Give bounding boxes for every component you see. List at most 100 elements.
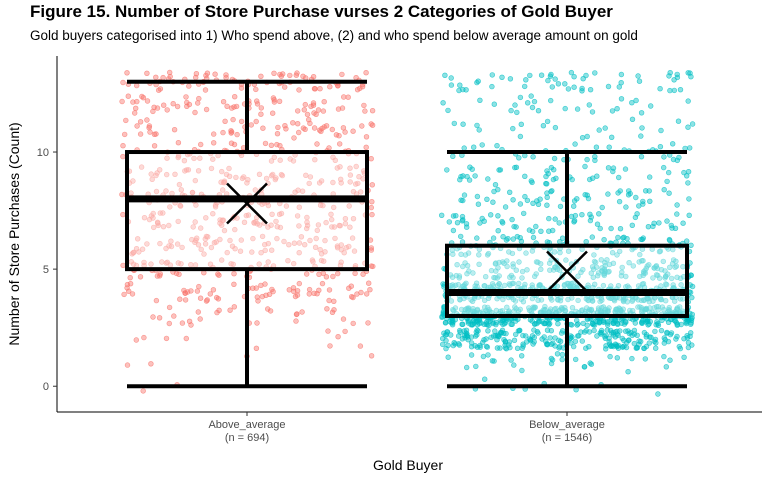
data-point: [666, 190, 672, 196]
data-point: [295, 187, 301, 193]
data-point: [617, 328, 623, 334]
data-point: [638, 133, 644, 139]
data-point: [482, 376, 488, 382]
data-point: [500, 220, 506, 226]
iqr-box: [445, 243, 689, 318]
data-point: [278, 210, 285, 217]
data-point: [496, 167, 502, 173]
data-point: [196, 283, 202, 290]
data-point: [489, 72, 495, 78]
data-point: [582, 163, 588, 170]
data-point: [210, 211, 216, 217]
data-point: [511, 362, 517, 368]
data-point: [442, 72, 448, 79]
data-point: [683, 173, 690, 179]
data-point: [266, 291, 273, 297]
data-point: [262, 281, 268, 287]
data-point: [274, 131, 281, 137]
data-point: [655, 304, 661, 310]
data-point: [469, 166, 475, 172]
data-point: [579, 212, 585, 218]
data-point: [664, 178, 670, 185]
data-point: [661, 353, 667, 360]
data-point: [188, 322, 194, 328]
data-point: [220, 187, 226, 193]
data-point: [440, 341, 446, 348]
data-point: [323, 274, 330, 280]
x-tick-n-label: (n = 1546): [542, 432, 592, 444]
data-point: [340, 316, 347, 322]
data-point: [286, 242, 292, 248]
data-point: [166, 304, 173, 311]
data-point: [316, 180, 323, 186]
data-point: [489, 83, 495, 90]
data-point: [475, 328, 481, 334]
data-point: [568, 69, 575, 76]
data-point: [660, 164, 667, 171]
data-point: [534, 320, 540, 327]
data-point: [470, 318, 477, 324]
data-point: [629, 355, 635, 362]
data-point: [665, 169, 672, 176]
data-point: [543, 338, 549, 344]
data-point: [643, 343, 650, 350]
data-point: [285, 258, 291, 264]
data-point: [349, 235, 356, 241]
data-point: [584, 156, 590, 163]
data-point: [500, 234, 506, 240]
data-point: [333, 132, 340, 138]
data-point: [687, 333, 693, 339]
data-point: [294, 70, 300, 76]
data-point: [368, 245, 374, 251]
data-point: [519, 367, 525, 374]
data-point: [339, 71, 345, 78]
data-point: [173, 270, 180, 277]
data-point: [182, 290, 188, 296]
data-point: [548, 188, 554, 195]
data-point: [361, 102, 367, 109]
data-point: [559, 356, 565, 363]
data-point: [234, 131, 240, 138]
data-point: [625, 369, 631, 375]
data-point: [176, 181, 183, 188]
data-point: [522, 333, 529, 339]
data-point: [685, 98, 691, 104]
data-point: [631, 331, 638, 337]
data-point: [256, 171, 263, 178]
data-point: [549, 227, 556, 234]
data-point: [569, 334, 575, 340]
data-point: [491, 188, 497, 195]
data-point: [454, 220, 461, 226]
data-point: [363, 69, 369, 76]
data-point: [181, 287, 187, 294]
data-point: [258, 111, 264, 117]
data-point: [547, 97, 554, 104]
data-point: [589, 321, 596, 327]
data-point: [212, 204, 219, 210]
data-point: [198, 246, 204, 253]
data-point: [265, 202, 272, 209]
data-point: [195, 242, 202, 248]
data-point: [570, 203, 577, 209]
data-point: [339, 105, 346, 111]
data-point: [241, 219, 248, 226]
data-point: [445, 342, 451, 349]
data-point: [529, 104, 536, 111]
data-point: [491, 101, 497, 107]
data-point: [163, 245, 169, 252]
data-point: [523, 339, 530, 345]
data-point: [602, 125, 608, 131]
data-point: [259, 233, 266, 240]
data-point: [296, 129, 302, 136]
data-point: [265, 224, 271, 230]
data-point: [153, 297, 160, 304]
data-point: [450, 153, 456, 160]
data-point: [476, 127, 482, 133]
data-point: [557, 239, 563, 245]
data-point: [223, 72, 229, 78]
x-tick-label: Above_average: [208, 419, 285, 431]
data-point: [270, 110, 276, 116]
data-point: [298, 234, 305, 240]
data-point: [268, 222, 274, 228]
data-point: [615, 234, 621, 241]
